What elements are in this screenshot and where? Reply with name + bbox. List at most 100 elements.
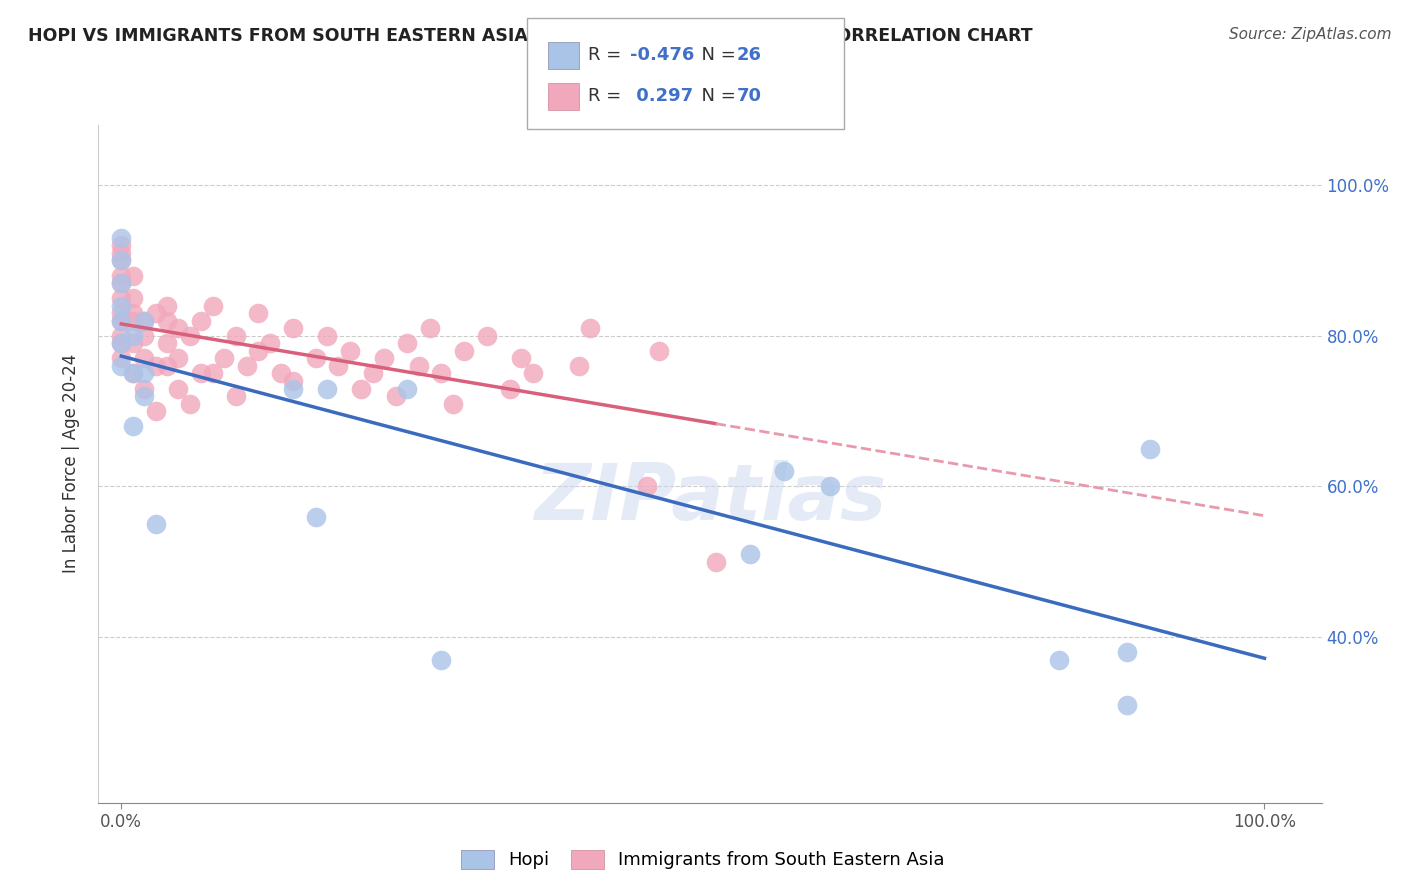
Point [236, 359, 259, 373]
Point [110, 328, 132, 343]
Point [179, 396, 201, 410]
Point [145, 306, 167, 320]
Point [1047, 653, 1070, 667]
Point [134, 351, 156, 366]
Point [134, 382, 156, 396]
Point [567, 359, 589, 373]
Point [316, 328, 339, 343]
Point [110, 291, 132, 305]
Point [647, 343, 669, 358]
Point [350, 382, 373, 396]
Point [441, 396, 464, 410]
Point [247, 343, 270, 358]
Point [361, 367, 384, 381]
Point [510, 351, 533, 366]
Text: R =: R = [588, 87, 627, 105]
Point [270, 367, 292, 381]
Point [430, 653, 453, 667]
Point [167, 382, 190, 396]
Point [408, 359, 430, 373]
Point [145, 359, 167, 373]
Point [110, 276, 132, 290]
Point [110, 253, 132, 268]
Text: ZIPatlas: ZIPatlas [534, 459, 886, 536]
Y-axis label: In Labor Force | Age 20-24: In Labor Force | Age 20-24 [62, 354, 80, 574]
Point [419, 321, 441, 335]
Point [121, 419, 143, 434]
Point [201, 299, 224, 313]
Point [121, 336, 143, 351]
Text: R =: R = [588, 46, 627, 64]
Point [201, 367, 224, 381]
Point [704, 555, 727, 569]
Point [110, 314, 132, 328]
Point [475, 328, 498, 343]
Point [1139, 442, 1161, 456]
Point [179, 328, 201, 343]
Point [453, 343, 475, 358]
Point [110, 299, 132, 313]
Point [110, 276, 132, 290]
Point [281, 382, 304, 396]
Point [773, 464, 796, 478]
Point [134, 328, 156, 343]
Point [110, 306, 132, 320]
Point [281, 374, 304, 388]
Point [167, 321, 190, 335]
Point [247, 306, 270, 320]
Point [738, 547, 761, 561]
Point [396, 382, 419, 396]
Point [212, 351, 235, 366]
Point [156, 336, 179, 351]
Point [110, 359, 132, 373]
Point [190, 367, 212, 381]
Point [259, 336, 281, 351]
Point [430, 367, 453, 381]
Point [121, 306, 143, 320]
Point [281, 321, 304, 335]
Point [110, 253, 132, 268]
Point [121, 291, 143, 305]
Text: 70: 70 [737, 87, 762, 105]
Text: N =: N = [690, 87, 742, 105]
Point [1116, 645, 1139, 659]
Point [579, 321, 602, 335]
Point [110, 336, 132, 351]
Point [328, 359, 350, 373]
Point [1116, 698, 1139, 712]
Point [156, 299, 179, 313]
Legend: Hopi, Immigrants from South Eastern Asia: Hopi, Immigrants from South Eastern Asia [453, 841, 953, 879]
Point [110, 268, 132, 283]
Point [316, 382, 339, 396]
Text: 26: 26 [737, 46, 762, 64]
Point [121, 314, 143, 328]
Point [373, 351, 395, 366]
Point [110, 336, 132, 351]
Text: Source: ZipAtlas.com: Source: ZipAtlas.com [1229, 27, 1392, 42]
Point [156, 359, 179, 373]
Point [110, 231, 132, 245]
Point [121, 367, 143, 381]
Point [121, 367, 143, 381]
Point [145, 404, 167, 418]
Text: -0.476: -0.476 [630, 46, 695, 64]
Point [190, 314, 212, 328]
Point [134, 314, 156, 328]
Point [818, 479, 841, 493]
Point [110, 314, 132, 328]
Point [167, 351, 190, 366]
Point [156, 314, 179, 328]
Point [636, 479, 658, 493]
Point [145, 517, 167, 532]
Text: HOPI VS IMMIGRANTS FROM SOUTH EASTERN ASIA IN LABOR FORCE | AGE 20-24 CORRELATIO: HOPI VS IMMIGRANTS FROM SOUTH EASTERN AS… [28, 27, 1033, 45]
Point [339, 343, 361, 358]
Point [110, 351, 132, 366]
Point [304, 509, 326, 524]
Point [134, 389, 156, 403]
Text: N =: N = [690, 46, 742, 64]
Point [384, 389, 406, 403]
Point [110, 238, 132, 252]
Point [225, 328, 247, 343]
Point [225, 389, 247, 403]
Point [304, 351, 326, 366]
